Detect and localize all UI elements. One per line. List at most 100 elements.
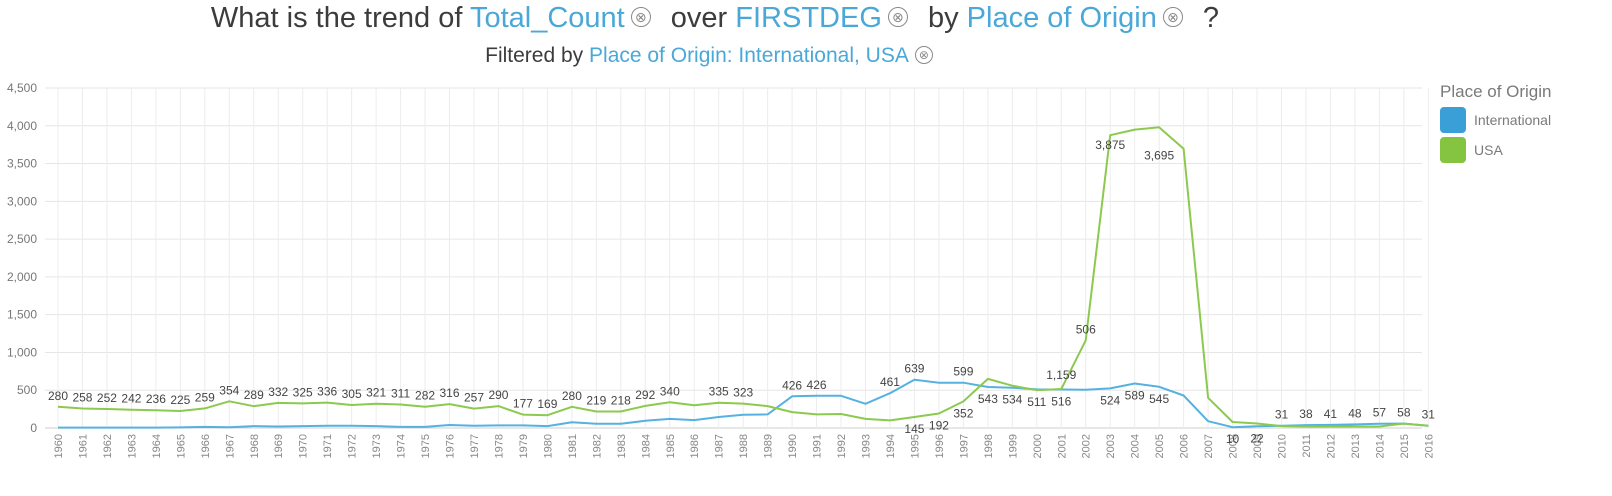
x-tick-label: 2004 xyxy=(1130,434,1142,458)
question-mark: ? xyxy=(1202,2,1220,34)
remove-group-icon[interactable]: ⊗ xyxy=(1162,7,1183,28)
x-tick-label: 1979 xyxy=(518,434,530,458)
x-tick-label: 2006 xyxy=(1179,434,1191,458)
x-tick-label: 1999 xyxy=(1007,434,1019,458)
x-tick-label: 2016 xyxy=(1423,434,1435,458)
x-tick-label: 1996 xyxy=(934,434,946,458)
x-tick-label: 1993 xyxy=(861,434,873,458)
x-tick-label: 1974 xyxy=(396,434,408,458)
data-label: 461 xyxy=(880,375,900,389)
data-label: 280 xyxy=(562,389,582,403)
measure-keyword[interactable]: Total_Count xyxy=(469,2,625,34)
data-label: 534 xyxy=(1002,393,1022,407)
remove-measure-icon[interactable]: ⊗ xyxy=(630,7,651,28)
data-label: 316 xyxy=(440,386,460,400)
x-tick-label: 1992 xyxy=(836,434,848,458)
series-line-international xyxy=(58,378,1429,429)
data-label: 22 xyxy=(1250,431,1264,445)
x-tick-label: 1980 xyxy=(542,434,554,458)
x-tick-label: 1969 xyxy=(273,434,285,458)
data-label: 426 xyxy=(807,378,827,392)
data-label: 31 xyxy=(1275,408,1289,422)
x-tick-label: 1997 xyxy=(958,434,970,458)
x-tick-label: 1968 xyxy=(249,434,261,458)
y-tick-label: 2,500 xyxy=(7,232,37,246)
data-label: 280 xyxy=(48,389,68,403)
legend-item-international[interactable]: International xyxy=(1440,105,1552,135)
data-label: 38 xyxy=(1299,407,1313,421)
y-tick-label: 3,500 xyxy=(7,157,37,171)
data-label: 242 xyxy=(121,392,141,406)
data-label: 3,695 xyxy=(1144,148,1174,162)
x-tick-label: 1987 xyxy=(714,434,726,458)
x-tick-label: 1972 xyxy=(347,434,359,458)
data-label: 335 xyxy=(709,385,729,399)
data-label: 145 xyxy=(904,422,924,436)
data-label: 599 xyxy=(953,365,973,379)
legend-label-international: International xyxy=(1474,112,1552,128)
x-tick-label: 1977 xyxy=(469,434,481,458)
y-tick-label: 3,000 xyxy=(7,194,37,208)
x-tick-label: 1971 xyxy=(322,434,334,458)
x-tick-label: 1985 xyxy=(665,434,677,458)
y-tick-label: 500 xyxy=(17,383,37,397)
data-label: 589 xyxy=(1125,388,1145,402)
x-tick-label: 1984 xyxy=(640,434,652,458)
x-tick-label: 1998 xyxy=(983,434,995,458)
legend: Place of Origin International USA xyxy=(1440,82,1552,165)
data-label: 259 xyxy=(195,390,215,404)
x-tick-label: 1965 xyxy=(175,434,187,458)
chart-question-title: What is the trend of Total_Count ⊗ over F… xyxy=(0,2,1430,35)
data-label: 336 xyxy=(317,385,337,399)
x-tick-label: 1995 xyxy=(909,434,921,458)
data-label: 236 xyxy=(146,392,166,406)
y-tick-label: 1,500 xyxy=(7,308,37,322)
x-tick-label: 1988 xyxy=(738,434,750,458)
data-label: 1,159 xyxy=(1046,368,1076,382)
data-label: 516 xyxy=(1051,394,1071,408)
y-tick-label: 4,500 xyxy=(7,81,37,95)
data-label: 543 xyxy=(978,392,998,406)
x-tick-label: 2013 xyxy=(1350,434,1362,458)
x-tick-label: 1981 xyxy=(567,434,579,458)
y-tick-label: 2,000 xyxy=(7,270,37,284)
data-label: 48 xyxy=(1348,406,1362,420)
series-line-usa xyxy=(57,126,1429,428)
data-label: 289 xyxy=(244,388,264,402)
x-tick-label: 2001 xyxy=(1056,434,1068,458)
data-label: 57 xyxy=(1373,406,1387,420)
data-label: 10 xyxy=(1226,432,1240,446)
x-tick-label: 1973 xyxy=(371,434,383,458)
x-tick-label: 2010 xyxy=(1277,434,1289,458)
remove-filter-icon[interactable]: ⊗ xyxy=(914,45,933,64)
data-label: 321 xyxy=(366,386,386,400)
data-label: 258 xyxy=(72,391,92,405)
x-tick-label: 2002 xyxy=(1081,434,1093,458)
data-label: 639 xyxy=(904,362,924,376)
x-tick-label: 1976 xyxy=(445,434,457,458)
x-tick-label: 1960 xyxy=(53,434,65,458)
x-tick-label: 1966 xyxy=(200,434,212,458)
legend-swatch-usa xyxy=(1440,137,1466,163)
x-tick-label: 2015 xyxy=(1399,434,1411,458)
x-tick-label: 1994 xyxy=(885,434,897,458)
filter-prefix: Filtered by xyxy=(485,44,584,67)
y-tick-label: 4,000 xyxy=(7,119,37,133)
data-label: 225 xyxy=(170,393,190,407)
filter-value[interactable]: Place of Origin: International, USA xyxy=(589,44,909,67)
dimension-keyword[interactable]: FIRSTDEG xyxy=(735,2,882,34)
data-label: 257 xyxy=(464,391,484,405)
x-tick-label: 1986 xyxy=(689,434,701,458)
remove-dimension-icon[interactable]: ⊗ xyxy=(887,7,908,28)
x-tick-label: 1978 xyxy=(493,434,505,458)
group-keyword[interactable]: Place of Origin xyxy=(966,2,1157,34)
data-label: 311 xyxy=(391,387,410,401)
data-label: 305 xyxy=(342,387,362,401)
by-word: by xyxy=(927,2,959,34)
data-label: 511 xyxy=(1027,395,1046,409)
legend-swatch-international xyxy=(1440,107,1466,133)
data-label: 323 xyxy=(733,386,753,400)
legend-item-usa[interactable]: USA xyxy=(1440,135,1552,165)
x-tick-label: 1961 xyxy=(77,434,89,458)
